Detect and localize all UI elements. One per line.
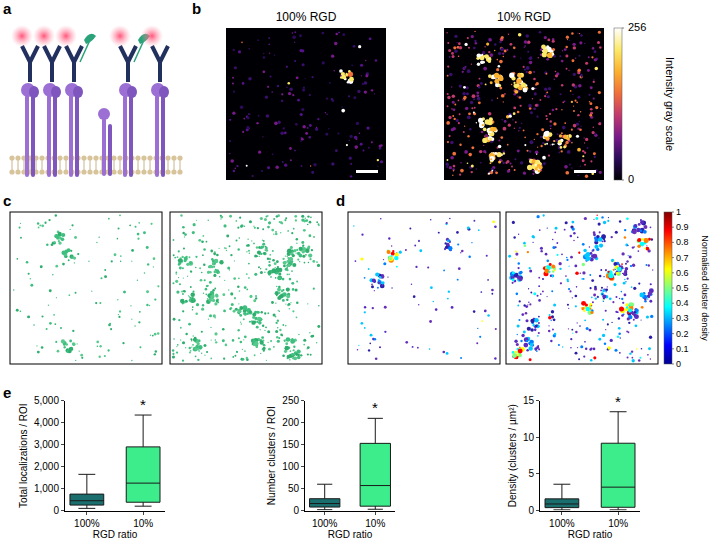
svg-text:*: * [615, 393, 621, 410]
svg-text:Density (clusters / µm²): Density (clusters / µm²) [507, 404, 518, 507]
svg-text:0: 0 [293, 505, 299, 516]
svg-text:0.8: 0.8 [676, 237, 689, 247]
svg-text:150: 150 [282, 439, 299, 450]
svg-text:0: 0 [628, 173, 634, 185]
svg-text:*: * [140, 396, 146, 413]
svg-text:d: d [336, 192, 345, 209]
svg-text:10%: 10% [133, 518, 153, 529]
svg-text:100% RGD: 100% RGD [276, 10, 337, 24]
svg-text:0: 0 [676, 359, 681, 369]
svg-text:*: * [372, 399, 378, 416]
svg-text:Total localizations / ROI: Total localizations / ROI [18, 403, 29, 508]
svg-text:200: 200 [282, 417, 299, 428]
svg-text:100%: 100% [312, 518, 338, 529]
svg-text:256: 256 [628, 21, 646, 33]
svg-text:0.7: 0.7 [676, 253, 689, 263]
svg-text:10%: 10% [365, 518, 385, 529]
svg-text:1: 1 [676, 207, 681, 217]
svg-text:RGD ratio: RGD ratio [328, 529, 373, 540]
svg-text:RGD ratio: RGD ratio [568, 529, 613, 540]
svg-text:Intensity gray scale: Intensity gray scale [664, 57, 676, 151]
svg-text:0.2: 0.2 [676, 329, 689, 339]
svg-text:0.6: 0.6 [676, 268, 689, 278]
svg-text:10% RGD: 10% RGD [497, 10, 551, 24]
svg-text:e: e [3, 384, 11, 401]
svg-text:0: 0 [53, 505, 59, 516]
svg-text:0.3: 0.3 [676, 313, 689, 323]
svg-text:b: b [192, 0, 201, 17]
svg-text:15: 15 [523, 395, 535, 406]
svg-text:1,000: 1,000 [34, 483, 59, 494]
svg-text:2,000: 2,000 [34, 461, 59, 472]
svg-text:3,000: 3,000 [34, 439, 59, 450]
svg-text:Normalised cluster density: Normalised cluster density [700, 235, 710, 341]
svg-text:0: 0 [528, 505, 534, 516]
svg-text:100%: 100% [549, 518, 575, 529]
svg-text:10%: 10% [608, 518, 628, 529]
svg-text:RGD ratio: RGD ratio [93, 529, 138, 540]
svg-text:5: 5 [528, 468, 534, 479]
svg-text:0.9: 0.9 [676, 222, 689, 232]
svg-text:0.5: 0.5 [676, 283, 689, 293]
svg-text:0.1: 0.1 [676, 344, 689, 354]
svg-text:100%: 100% [74, 518, 100, 529]
svg-text:4,000: 4,000 [34, 417, 59, 428]
svg-text:10: 10 [523, 432, 535, 443]
svg-text:5,000: 5,000 [34, 395, 59, 406]
svg-text:c: c [3, 192, 11, 209]
svg-text:0.4: 0.4 [676, 298, 689, 308]
svg-text:a: a [3, 0, 12, 17]
svg-text:250: 250 [282, 395, 299, 406]
svg-text:100: 100 [282, 461, 299, 472]
svg-text:50: 50 [288, 483, 300, 494]
svg-text:Number clusters / ROI: Number clusters / ROI [266, 406, 277, 505]
